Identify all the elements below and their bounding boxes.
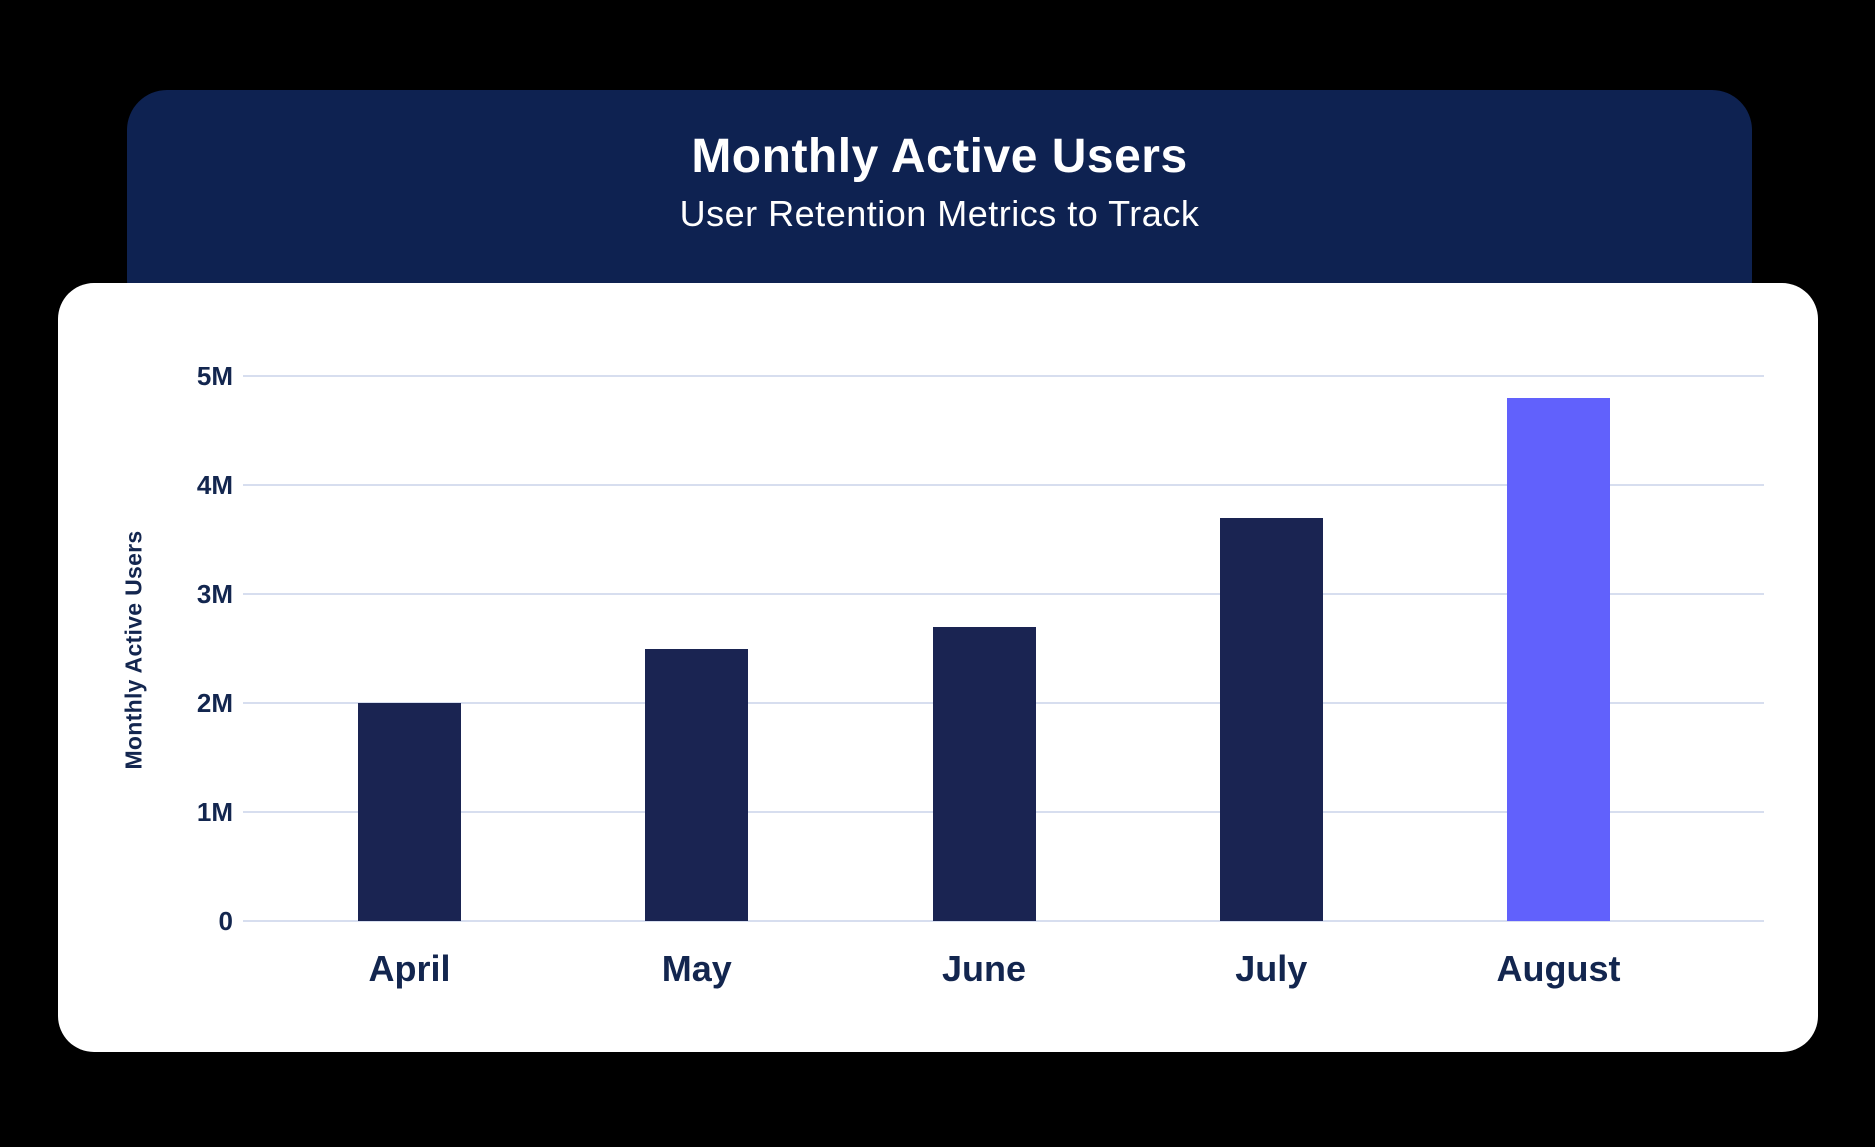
x-tick-label-august: August <box>1496 948 1621 989</box>
y-tick-label-5m: 5M <box>196 361 233 391</box>
page-title: Monthly Active Users <box>691 130 1188 183</box>
bar-august <box>1507 397 1610 921</box>
chart-card: Monthly Active Users 0 1M 2M 3M 4M 5M April May… <box>58 283 1818 1052</box>
bar-april <box>358 703 461 921</box>
header-banner: Monthly Active Users User Retention Metr… <box>127 90 1752 320</box>
bar-may <box>645 648 749 921</box>
gridline-0 <box>243 920 1764 922</box>
x-tick-label-april: April <box>368 948 451 989</box>
bar-july <box>1219 517 1323 921</box>
y-tick-label-4m: 4M <box>196 470 233 500</box>
y-axis-title-text: Monthly Active Users <box>120 530 147 770</box>
y-tick-label-3m: 3M <box>196 579 233 609</box>
gridline-3m <box>243 593 1764 595</box>
gridline-5m <box>243 375 1764 377</box>
x-tick-label-june: June <box>941 948 1027 989</box>
y-tick-label-0: 0 <box>218 906 233 936</box>
x-tick-label-may: May <box>661 948 732 989</box>
y-tick-label-1m: 1M <box>196 797 233 827</box>
y-tick-label-2m: 2M <box>196 688 233 718</box>
gridline-4m <box>243 484 1764 486</box>
bar-june <box>932 626 1036 921</box>
page-subtitle: User Retention Metrics to Track <box>679 193 1200 234</box>
x-tick-label-july: July <box>1235 948 1308 989</box>
